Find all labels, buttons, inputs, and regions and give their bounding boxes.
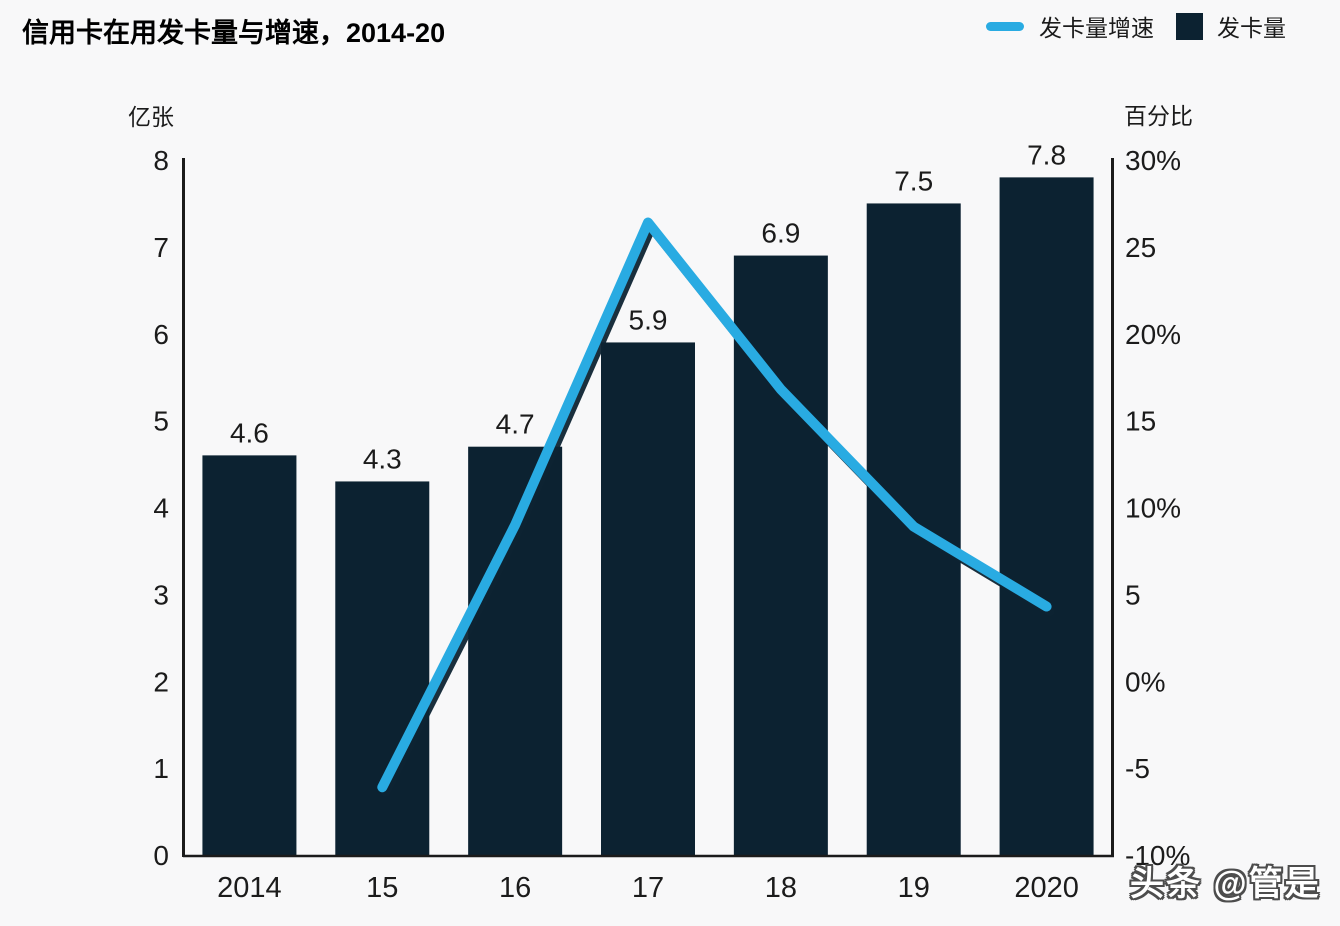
bar-value-label: 7.5 — [894, 165, 933, 196]
x-axis-tick-label: 16 — [499, 872, 531, 904]
right-axis-tick-label: -10% — [1125, 840, 1190, 871]
left-axis-tick-label: 6 — [153, 319, 169, 350]
right-axis-tick-label: 25 — [1125, 232, 1156, 263]
x-axis-tick-label: 15 — [366, 872, 398, 904]
left-axis-tick-label: 0 — [153, 840, 169, 871]
right-axis-tick-label: -5 — [1125, 753, 1150, 784]
right-axis-tick-label: 5 — [1125, 579, 1141, 610]
right-axis-tick-label: 30% — [1125, 145, 1181, 176]
legend-label-cards: 发卡量 — [1217, 15, 1286, 41]
growth-line — [377, 217, 1052, 793]
left-axis-tick-label: 3 — [153, 579, 169, 610]
right-axis-unit: 百分比 — [1124, 103, 1193, 129]
right-axis-tick-label: 15 — [1125, 406, 1156, 437]
square-swatch-icon — [1176, 12, 1203, 40]
right-axis-tick-label: 20% — [1125, 319, 1181, 350]
left-axis-tick-label: 4 — [153, 493, 169, 524]
watermark: 头条 @管是 — [1130, 865, 1321, 903]
bar-value-label: 5.9 — [629, 304, 668, 335]
bar-value-label: 4.3 — [363, 443, 402, 474]
left-axis-tick-label: 5 — [153, 406, 169, 437]
x-axis-tick-label: 2014 — [217, 872, 282, 904]
x-axis-tick-label: 2020 — [1014, 872, 1079, 904]
right-axis-tick-label: 0% — [1125, 666, 1165, 697]
left-axis-tick-label: 1 — [153, 753, 169, 784]
bar — [202, 455, 297, 855]
chart-title: 信用卡在用发卡量与增速，2014-20 — [22, 18, 446, 48]
legend-label-growth: 发卡量增速 — [1039, 15, 1154, 41]
legend-item-cards: 发卡量 — [1176, 9, 1286, 43]
left-axis-tick-label: 2 — [153, 666, 169, 697]
left-axis-tick-label: 8 — [153, 145, 169, 176]
legend: 发卡量增速 发卡量 — [986, 8, 1286, 44]
left-axis-tick-label: 7 — [153, 232, 169, 263]
bar — [468, 446, 563, 855]
right-axis-tick-label: 10% — [1125, 493, 1181, 524]
bar-value-label: 4.7 — [496, 409, 535, 440]
bar-value-label: 4.6 — [230, 417, 269, 448]
legend-item-growth: 发卡量增速 — [986, 9, 1154, 43]
bar-value-label: 6.9 — [761, 218, 800, 249]
x-axis-tick-label: 18 — [765, 872, 797, 904]
x-axis-tick-label: 19 — [898, 872, 930, 904]
line-swatch-icon — [986, 21, 1024, 31]
bar — [601, 342, 695, 855]
x-axis-tick-label: 17 — [632, 872, 664, 904]
bar — [335, 481, 430, 855]
bar — [999, 177, 1094, 855]
left-axis-unit: 亿张 — [128, 104, 174, 130]
bar-value-label: 7.8 — [1027, 139, 1066, 170]
